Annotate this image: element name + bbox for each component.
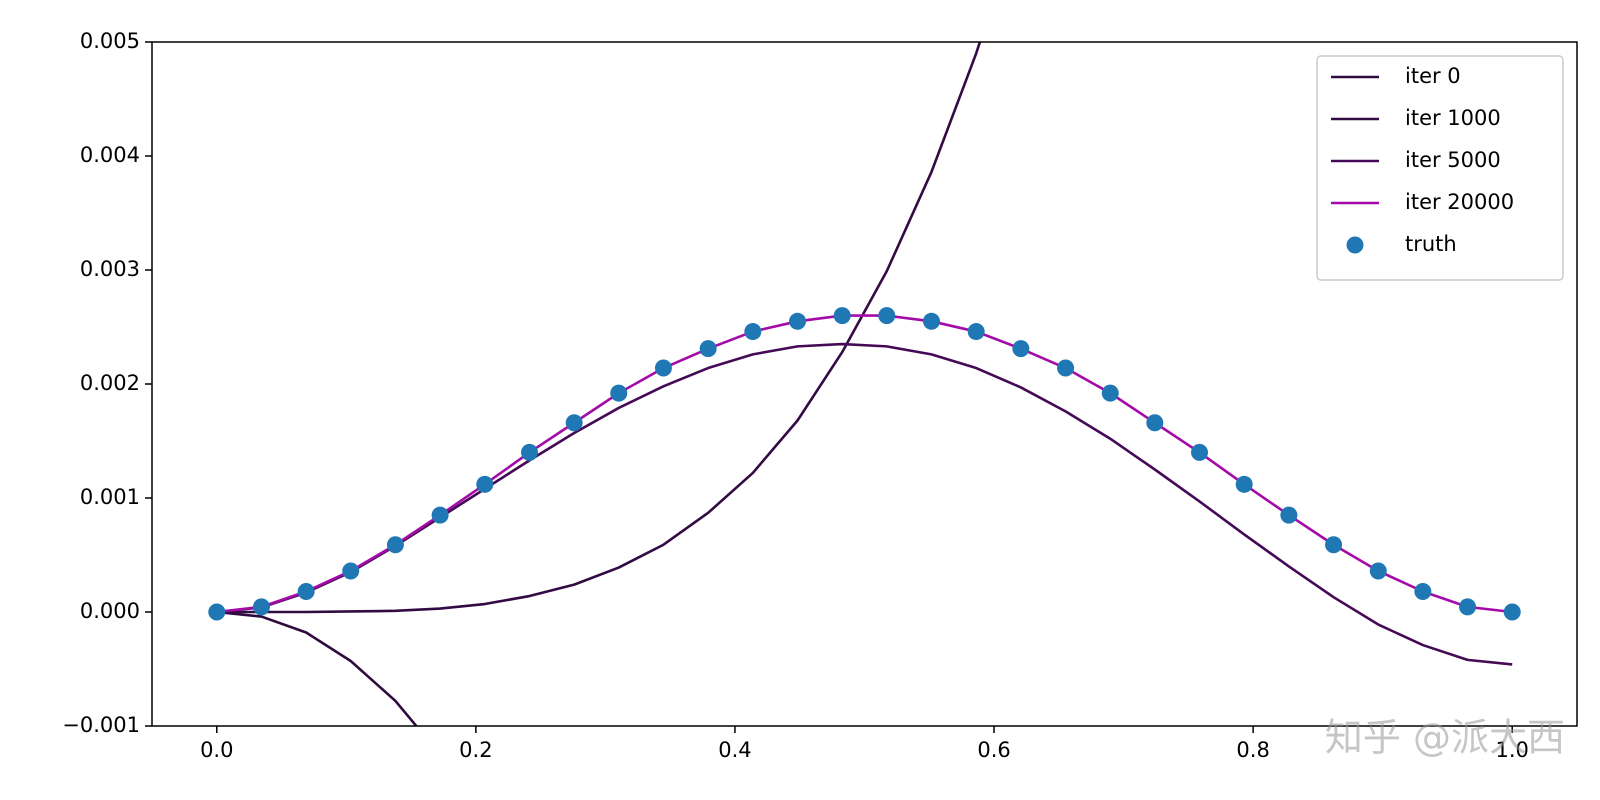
x-tick-label: 0.4 <box>718 738 751 762</box>
truth-point <box>565 414 583 432</box>
truth-point <box>1057 359 1075 377</box>
truth-point <box>342 562 360 580</box>
truth-point <box>1101 384 1119 402</box>
truth-point <box>610 384 628 402</box>
truth-point <box>1459 598 1477 616</box>
plot-area <box>208 42 1521 726</box>
x-tick-label: 0.6 <box>977 738 1010 762</box>
y-tick-label: 0.005 <box>80 29 140 53</box>
watermark: 知乎 @派大西 <box>1325 716 1565 760</box>
truth-point <box>520 443 538 461</box>
truth-point <box>922 312 940 330</box>
truth-point <box>878 307 896 325</box>
truth-point <box>476 475 494 493</box>
truth-point <box>1414 582 1432 600</box>
legend-label: iter 1000 <box>1405 106 1501 130</box>
truth-point <box>1012 340 1030 358</box>
x-tick-label: 0.2 <box>459 738 492 762</box>
truth-point <box>252 598 270 616</box>
truth-point <box>1191 443 1209 461</box>
truth-point <box>654 359 672 377</box>
truth-point <box>744 323 762 341</box>
legend-label: truth <box>1405 232 1457 256</box>
series-line <box>216 42 982 614</box>
y-tick-label: 0.001 <box>80 485 140 509</box>
axes: 0.0 0.2 0.4 0.6 0.8 1.0 −0.001 0.000 0.001 0.002 0… <box>62 29 1529 762</box>
truth-point <box>208 603 226 621</box>
x-tick-label: 0.8 <box>1236 738 1269 762</box>
y-tick-label: 0.004 <box>80 143 140 167</box>
legend-label: iter 0 <box>1405 64 1461 88</box>
x-tick-label: 0.0 <box>200 738 233 762</box>
legend-label: iter 5000 <box>1405 148 1501 172</box>
truth-point <box>789 312 807 330</box>
series-line <box>216 314 1513 614</box>
y-tick-label: 0.002 <box>80 371 140 395</box>
legend-box <box>1316 55 1564 281</box>
series-line <box>216 342 1513 666</box>
y-tick-label: 0.000 <box>80 599 140 623</box>
truth-point <box>431 506 449 524</box>
truth-point <box>833 307 851 325</box>
truth-point <box>386 536 404 554</box>
truth-point <box>1280 506 1298 524</box>
x-tick-label: 1.0 <box>1496 738 1529 762</box>
truth-point <box>967 323 985 341</box>
y-tick-label: 0.003 <box>80 257 140 281</box>
truth-point <box>297 582 315 600</box>
truth-point <box>1369 562 1387 580</box>
truth-point <box>1235 475 1253 493</box>
legend-marker <box>1346 236 1364 254</box>
series-line <box>216 610 419 726</box>
truth-point <box>1146 414 1164 432</box>
truth-point <box>1503 603 1521 621</box>
truth-point <box>699 340 717 358</box>
y-tick-label: −0.001 <box>62 713 140 737</box>
legend-label: iter 20000 <box>1405 190 1514 214</box>
legend: iter 0 iter 1000 iter 5000 iter 20000 truth <box>1316 55 1564 281</box>
truth-point <box>1325 536 1343 554</box>
